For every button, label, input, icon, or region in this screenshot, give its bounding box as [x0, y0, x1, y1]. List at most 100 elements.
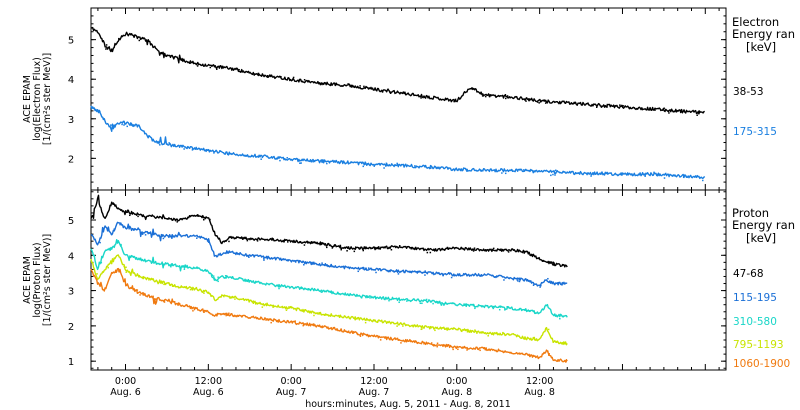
series-point — [112, 203, 115, 205]
series-point — [654, 109, 656, 111]
series-point — [279, 159, 281, 162]
series-point — [538, 102, 540, 104]
series-point — [551, 356, 553, 359]
series-line-47-68 — [90, 194, 568, 268]
series-point — [434, 329, 436, 332]
y-tick-label: 4 — [68, 251, 74, 262]
series-point — [523, 169, 525, 171]
series-point — [344, 246, 347, 249]
series-point — [324, 314, 327, 316]
series-point — [664, 172, 667, 175]
x-tick-date-label: Aug. 8 — [524, 387, 555, 398]
series-point — [163, 283, 165, 286]
series-point — [437, 300, 439, 303]
series-point — [263, 257, 265, 260]
series-point — [225, 314, 227, 317]
series-point — [507, 251, 510, 253]
series-point — [406, 300, 408, 302]
series-point — [362, 268, 365, 270]
series-point — [518, 278, 521, 280]
series-point — [100, 261, 103, 264]
series-point — [547, 328, 550, 331]
series-point — [105, 44, 108, 46]
series-point — [281, 306, 284, 309]
series-point — [529, 355, 531, 358]
series-point — [480, 274, 483, 276]
series-point — [474, 307, 476, 310]
series-point — [425, 298, 428, 301]
series-point — [347, 83, 349, 85]
series-point — [375, 271, 377, 274]
series-point — [653, 171, 655, 174]
series-point — [135, 258, 137, 260]
series-point — [528, 98, 530, 100]
series-point — [502, 331, 504, 334]
series-point — [501, 172, 503, 174]
x-axis-label: hours:minutes, Aug. 5, 2011 - Aug. 8, 20… — [305, 399, 511, 410]
series-point — [163, 301, 166, 303]
series-point — [521, 352, 524, 355]
series-point — [531, 254, 533, 256]
series-point — [191, 149, 194, 151]
series-point — [211, 274, 213, 276]
series-point — [488, 95, 491, 98]
series-point — [110, 233, 113, 236]
series-point — [213, 152, 215, 154]
series-point — [362, 249, 364, 252]
y-tick-label: 3 — [68, 287, 74, 298]
series-point — [205, 270, 208, 272]
series-point — [282, 285, 284, 287]
series-point — [504, 172, 507, 175]
series-point — [126, 125, 128, 128]
series-point — [419, 302, 422, 305]
series-point — [457, 348, 459, 351]
series-point — [663, 177, 666, 179]
series-point — [624, 172, 626, 175]
series-point — [362, 267, 365, 269]
series-point — [278, 285, 280, 288]
series-point — [364, 321, 367, 324]
y-tick-label: 2 — [68, 322, 74, 333]
series-point — [241, 315, 243, 318]
series-point — [223, 295, 225, 298]
series-point — [499, 332, 501, 335]
series-point — [321, 325, 324, 327]
series-point — [326, 162, 328, 165]
series-point — [96, 273, 98, 275]
series-point — [123, 124, 125, 126]
series-point — [518, 308, 521, 311]
series-point — [299, 241, 301, 243]
series-point — [423, 342, 425, 345]
series-point — [572, 102, 575, 105]
series-point — [487, 335, 489, 337]
series-point — [481, 95, 484, 97]
series-point — [287, 241, 289, 243]
series-line-310-580 — [90, 239, 568, 318]
x-tick-time-label: 12:00 — [526, 376, 553, 387]
series-point — [474, 329, 476, 331]
series-point — [402, 325, 404, 327]
series-point — [290, 305, 292, 308]
series-point — [169, 284, 172, 287]
series-point — [266, 302, 268, 305]
series-point — [377, 246, 380, 248]
series-point — [460, 168, 463, 171]
series-point — [484, 95, 487, 98]
series-point — [114, 204, 117, 206]
series-point — [421, 272, 424, 274]
series-point — [472, 250, 475, 252]
series-point — [430, 342, 433, 344]
series-point — [257, 72, 260, 75]
series-point — [102, 117, 105, 120]
series-point — [524, 309, 526, 312]
series-point — [122, 280, 125, 283]
series-point — [125, 271, 127, 273]
series-point — [350, 84, 353, 87]
series-point — [424, 270, 426, 272]
x-tick-time-label: 0:00 — [280, 376, 301, 387]
series-point — [479, 275, 481, 277]
series-point — [217, 280, 219, 283]
electron-ylabel-line: [1/(cm²s ster MeV)] — [42, 53, 53, 145]
series-point — [301, 80, 303, 83]
series-point — [313, 324, 315, 327]
